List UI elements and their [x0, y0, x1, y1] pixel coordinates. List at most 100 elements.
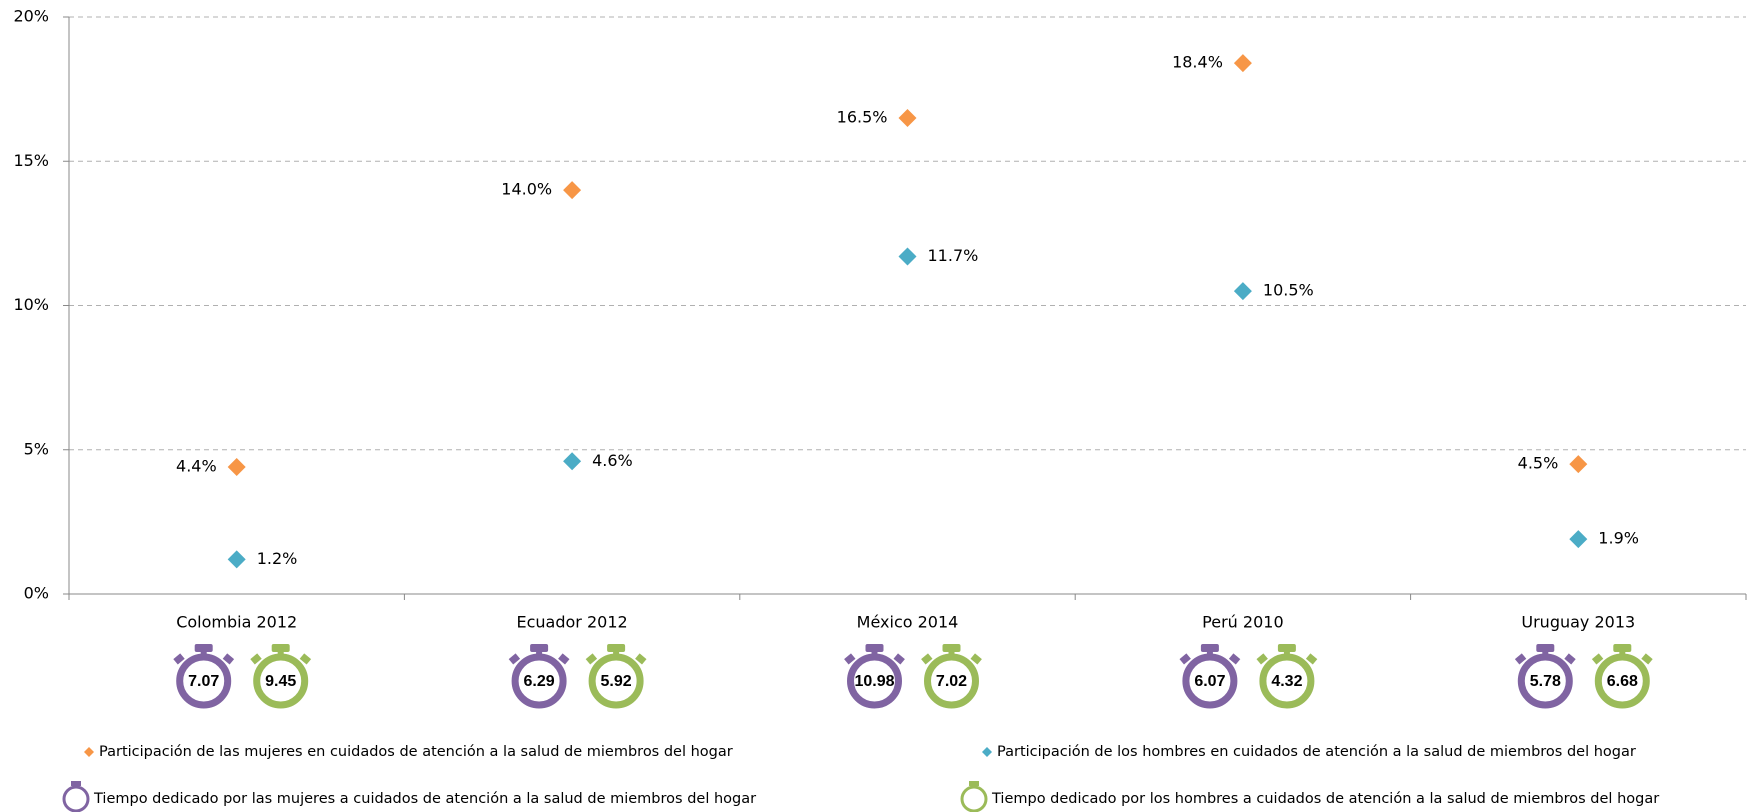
stopwatch-crown	[613, 650, 620, 656]
stopwatch: 6.07	[1179, 644, 1241, 709]
stopwatch-ring	[253, 653, 309, 709]
stopwatch-crown	[71, 781, 81, 786]
stopwatch-crown	[536, 650, 543, 656]
legend-label: Tiempo dedicado por los hombres a cuidad…	[991, 791, 1659, 807]
stopwatch-crown	[948, 650, 955, 656]
stopwatch: 9.45	[250, 644, 312, 709]
stopwatch-button	[1228, 653, 1241, 665]
stopwatch-ring	[176, 653, 232, 709]
stopwatch-button	[1256, 653, 1268, 665]
x-tick-label: Colombia 2012	[176, 613, 297, 632]
stopwatch: 5.92	[585, 644, 647, 709]
stopwatch-button	[508, 653, 521, 665]
stopwatch-button	[921, 653, 933, 665]
diamond-marker	[898, 108, 917, 127]
stopwatch-button	[970, 653, 982, 665]
stopwatch-value: 10.98	[854, 673, 894, 690]
stopwatch-value: 6.68	[1607, 673, 1638, 690]
y-tick-label: 10%	[13, 295, 49, 314]
data-label: 18.4%	[1172, 53, 1223, 72]
stopwatch-value: 9.45	[265, 673, 296, 690]
y-tick-label: 5%	[24, 439, 49, 458]
stopwatch-button	[222, 653, 235, 665]
y-tick-label: 15%	[13, 151, 49, 170]
stopwatch-crown	[277, 650, 284, 656]
stopwatch-value: 6.29	[524, 673, 555, 690]
diamond-marker	[563, 181, 582, 200]
diamond-marker	[1569, 530, 1588, 549]
stopwatch-button	[1591, 653, 1604, 665]
stopwatch-button	[558, 653, 570, 665]
stopwatch-button	[1179, 653, 1191, 665]
stopwatch-ring	[960, 785, 988, 812]
stopwatch: 6.68	[1591, 644, 1653, 709]
legend-marker	[84, 747, 94, 757]
stopwatch-crown	[969, 781, 979, 786]
stopwatch-button	[1305, 653, 1318, 665]
diamond-marker	[563, 452, 582, 471]
y-tick-label: 0%	[24, 584, 49, 603]
stopwatch-button	[585, 653, 598, 665]
stopwatch-value: 5.78	[1530, 673, 1561, 690]
stopwatch-button	[1564, 653, 1576, 665]
stopwatch-button	[250, 653, 262, 665]
stopwatch-value: 5.92	[601, 673, 632, 690]
stopwatch-button	[1514, 653, 1527, 665]
x-tick-label: México 2014	[857, 613, 959, 632]
stopwatch: 5.78	[1514, 644, 1576, 709]
stopwatch-crown	[530, 644, 549, 652]
stopwatch-crown	[942, 644, 961, 652]
legend-label: Tiempo dedicado por las mujeres a cuidad…	[93, 791, 756, 807]
stopwatch-crown	[1613, 644, 1632, 652]
stopwatch-crown	[200, 650, 207, 656]
stopwatch: 7.02	[921, 644, 982, 709]
data-label: 4.4%	[176, 457, 217, 476]
stopwatch-button	[173, 653, 185, 665]
diamond-marker	[227, 458, 246, 477]
stopwatch-button	[893, 653, 905, 665]
stopwatch-value: 7.02	[936, 673, 967, 690]
stopwatch: 7.07	[173, 644, 235, 709]
stopwatch-ring	[62, 785, 90, 812]
stopwatch-button	[299, 653, 312, 665]
stopwatch-ring	[847, 653, 902, 709]
stopwatch-ring	[924, 653, 979, 709]
stopwatch-crown	[271, 644, 290, 652]
stopwatch-ring	[588, 653, 644, 709]
stopwatch-crown	[1200, 644, 1219, 652]
stopwatch-crown	[194, 644, 213, 652]
stopwatch-crown	[1619, 650, 1626, 656]
stopwatch-crown	[1283, 650, 1290, 656]
legend-marker	[62, 781, 90, 812]
legend-label: Participación de los hombres en cuidados…	[997, 744, 1636, 760]
stopwatch-button	[1641, 653, 1653, 665]
data-label: 16.5%	[837, 107, 888, 126]
legend-label: Participación de las mujeres en cuidados…	[99, 744, 733, 760]
stopwatch-ring	[1259, 653, 1315, 709]
stopwatch-ring	[1182, 653, 1238, 709]
stopwatch-ring	[511, 653, 567, 709]
stopwatch-button	[635, 653, 647, 665]
stopwatch: 10.98	[844, 644, 905, 709]
legend-marker	[960, 781, 988, 812]
stopwatch-value: 6.07	[1194, 673, 1225, 690]
stopwatch-crown	[607, 644, 626, 652]
stopwatch-crown	[1536, 644, 1555, 652]
stopwatch-crown	[1542, 650, 1549, 656]
data-label: 1.9%	[1598, 529, 1639, 548]
stopwatch-value: 4.32	[1271, 673, 1302, 690]
diamond-marker	[898, 247, 917, 266]
data-label: 1.2%	[257, 549, 298, 568]
x-tick-label: Ecuador 2012	[517, 613, 628, 632]
stopwatch-button	[844, 653, 856, 665]
diamond-marker	[227, 550, 246, 569]
stopwatch-crown	[1206, 650, 1213, 656]
diamond-marker	[1233, 282, 1252, 301]
data-label: 4.6%	[592, 451, 633, 470]
stopwatch-crown	[1277, 644, 1296, 652]
stopwatch-ring	[1517, 653, 1573, 709]
diamond-marker	[1233, 54, 1252, 73]
diamond-marker	[1569, 455, 1588, 474]
data-label: 4.5%	[1518, 454, 1559, 473]
